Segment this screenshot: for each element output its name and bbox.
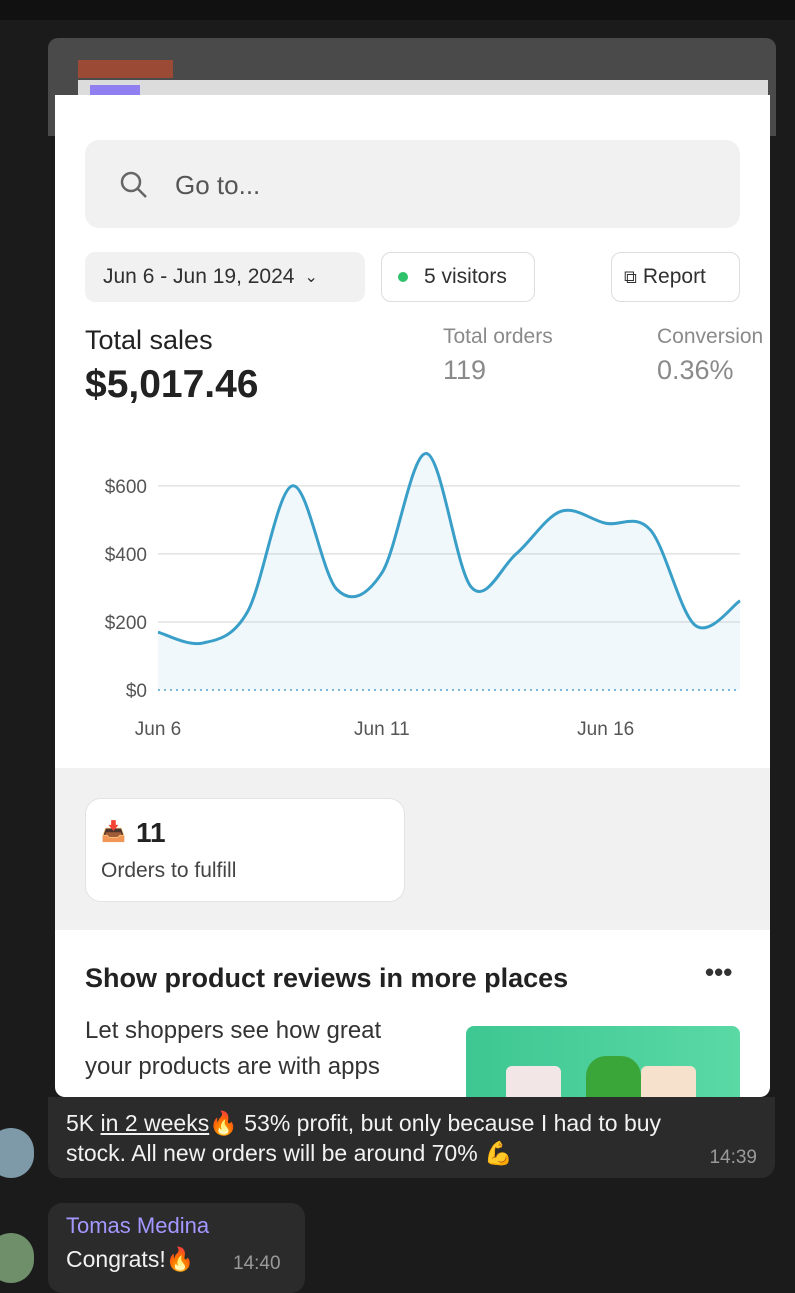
message-bubble: 5K in 2 weeks🔥 53% profit, but only beca…	[48, 1097, 775, 1178]
metric-value: 119	[443, 355, 487, 385]
area	[158, 453, 740, 690]
sales-chart: $0 $200 $400 $600 Jun 6 Jun 11 Jun 16	[105, 452, 741, 740]
promo-body: Let shoppers see how great	[85, 1017, 382, 1044]
y-tick-label: $0	[126, 681, 147, 702]
date-button[interactable]: Jun 6 - Jun 19, 2024 ⌄	[85, 252, 365, 302]
product-tile	[506, 1066, 561, 1097]
orders-count: 11	[136, 817, 166, 848]
blur-block	[78, 80, 768, 95]
message-time: 14:39	[709, 1147, 757, 1168]
sales-line	[157, 452, 741, 646]
report-button[interactable]: ⧉ Report	[611, 252, 740, 302]
y-tick-label: $200	[105, 613, 147, 634]
message-author[interactable]: Tomas Medina	[66, 1213, 210, 1238]
report: Report	[642, 265, 706, 288]
product-tile	[641, 1066, 696, 1097]
y-tick-label: $400	[105, 545, 147, 566]
y-tick-label: $600	[105, 477, 147, 498]
metric-label: Total orders	[443, 325, 553, 348]
avatar[interactable]	[0, 1128, 34, 1178]
message-time: 14:40	[233, 1253, 281, 1274]
x-tick-label: Jun 11	[354, 719, 410, 740]
top-bar	[0, 0, 795, 20]
search-placeholder: Go to...	[175, 170, 261, 200]
visitors: 5 visitors	[424, 265, 507, 288]
visitors-button[interactable]: 5 visitors	[381, 252, 535, 302]
date-range: Jun 6 - Jun 19, 2024	[103, 265, 295, 288]
message-text: 5K	[66, 1110, 95, 1136]
message-text: stock. All new orders will be around 70%…	[66, 1140, 513, 1166]
message-line: 5K in 2 weeks🔥 53% profit, but only beca…	[66, 1110, 661, 1137]
message-link[interactable]: in 2 weeks	[100, 1110, 210, 1136]
dashboard: Go to... Jun 6 - Jun 19, 2024 ⌄ 5 visitor…	[55, 95, 770, 1097]
metric-label: Conversion	[657, 325, 764, 348]
promo-body: your products are with apps	[85, 1053, 380, 1080]
message-text: 🔥 53% profit, but only because I had to …	[209, 1110, 662, 1136]
search-icon	[120, 171, 147, 198]
x-tick-label: Jun 6	[135, 719, 181, 740]
promo-title: Show product reviews in more places	[85, 963, 569, 993]
blur-block	[78, 60, 173, 78]
orders-card[interactable]: 📥 11 Orders to fulfill	[85, 798, 405, 902]
x-tick-label: Jun 16	[577, 719, 634, 740]
metric-label: Total sales	[85, 325, 213, 355]
metric-value: $5,017.46	[85, 363, 259, 406]
inbox-icon: 📥	[101, 821, 126, 843]
search-bar[interactable]: Go to...	[85, 140, 740, 228]
promo-image	[466, 1026, 740, 1097]
message-text: Congrats!🔥	[66, 1246, 195, 1272]
message-bubble: Tomas Medina Congrats!🔥 14:40	[48, 1203, 305, 1293]
orders-label: Orders to fulfill	[101, 859, 237, 882]
section-bg: 📥 11 Orders to fulfill	[55, 768, 770, 930]
avatar[interactable]	[0, 1233, 34, 1283]
product-tile	[586, 1056, 641, 1097]
more-menu[interactable]: •••	[705, 957, 733, 987]
metric-value: 0.36%	[657, 355, 734, 385]
